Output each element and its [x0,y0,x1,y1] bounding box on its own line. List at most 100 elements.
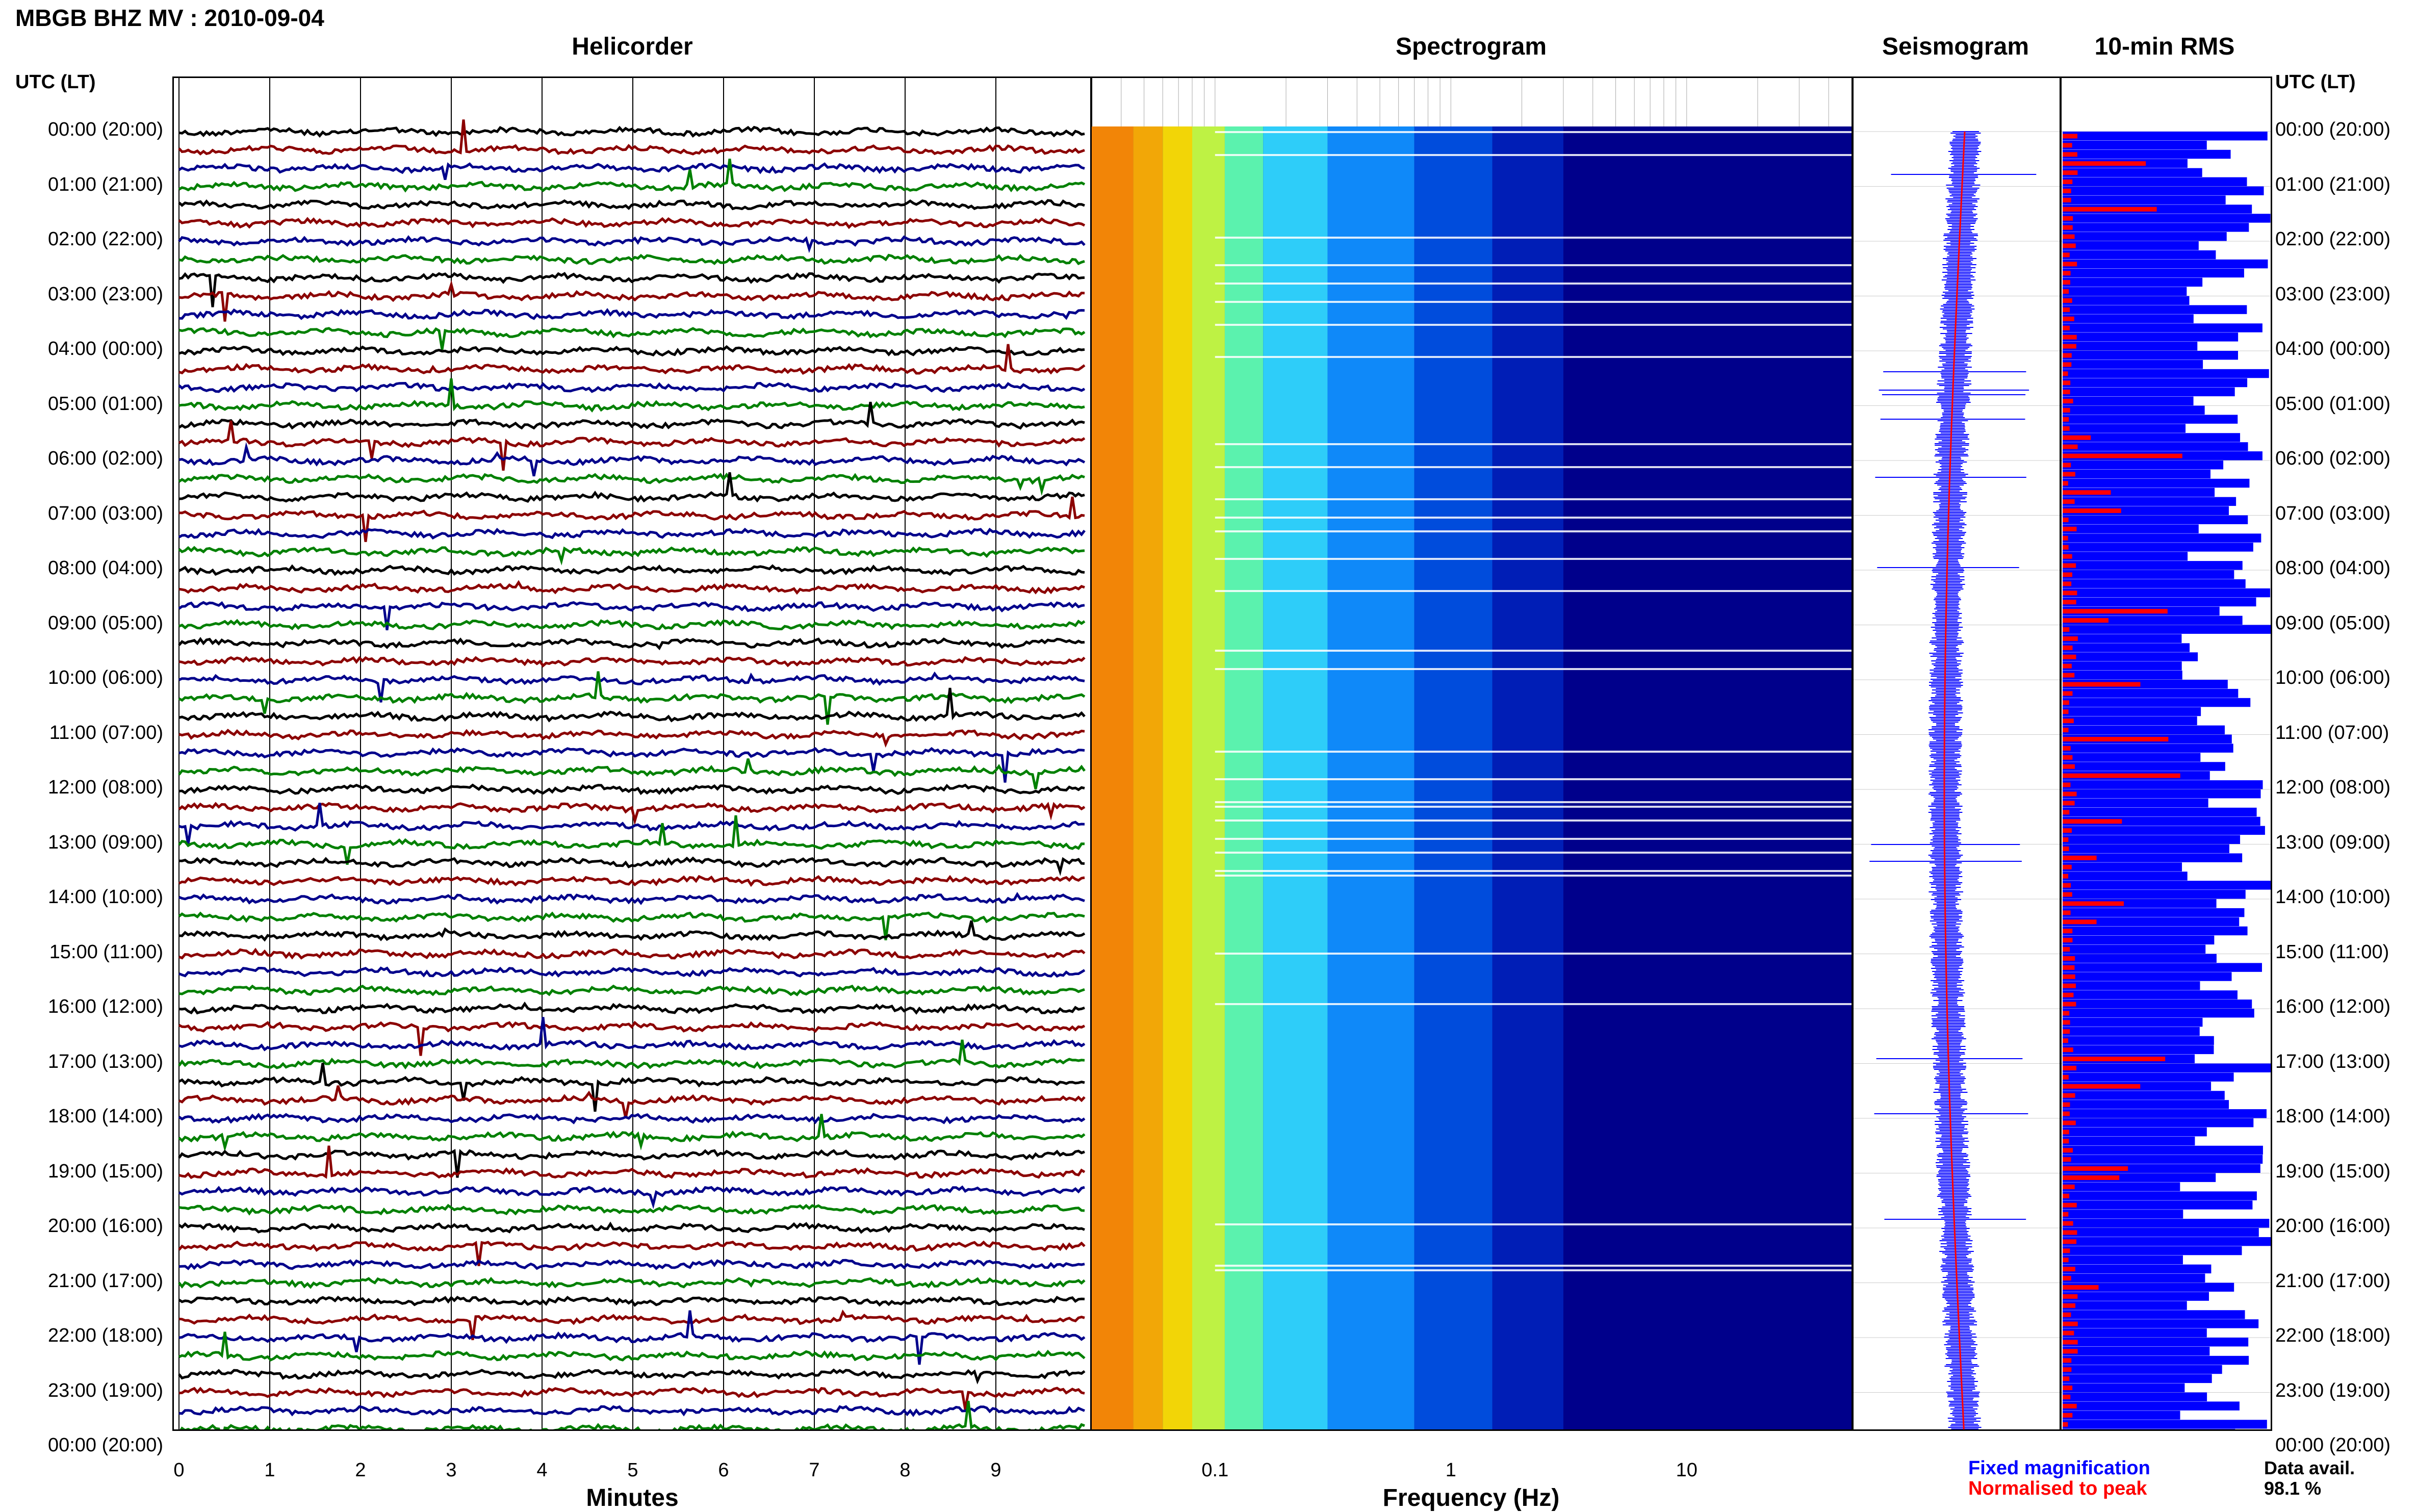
rms-normalised-bar [2063,654,2076,659]
helicorder-trace [178,802,1086,826]
helicorder-trace [178,1240,1086,1266]
rms-normalised-bar [2063,1047,2073,1053]
rms-fixed-bar [2063,588,2270,598]
helicorder-trace [178,345,1085,357]
rms-fixed-bar [2063,1100,2229,1109]
rms-normalised-bar [2063,1111,2070,1116]
rms-normalised-bar [2063,600,2076,605]
rms-fixed-bar [2063,1401,2240,1411]
seismogram-normalised-trace [1943,131,1966,1429]
helicorder-trace [178,472,1085,503]
rms-normalised-bar [2063,1340,2078,1345]
helicorder-trace [178,442,1086,477]
spectrogram-band [1327,126,1415,1429]
spectrogram-gap [1215,590,1852,592]
rms-normalised-bar [2063,974,2075,979]
rms-fixed-bar [2063,250,2216,260]
rms-normalised-bar [2063,453,2182,458]
rms-fixed-bar [2063,643,2190,652]
rms-normalised-bar [2063,1330,2074,1336]
helicorder-trace [178,1017,1086,1052]
helicorder-trace [178,199,1085,211]
time-label-left: 17:00 (13:00) [47,1050,163,1072]
rms-normalised-bar [2063,1422,2068,1427]
rms-fixed-bar [2063,305,2247,314]
time-label-left: 04:00 (00:00) [47,338,163,360]
rms-fixed-bar [2063,826,2265,835]
helicorder-x-tick: 5 [627,1459,638,1481]
helicorder-trace [178,1309,1085,1341]
time-label-right: 01:00 (21:00) [2275,173,2391,195]
rms-normalised-bar [2063,700,2069,705]
time-label-left: 20:00 (16:00) [47,1215,163,1237]
rms-fixed-bar [2063,515,2248,524]
rms-fixed-bar [2063,1283,2234,1292]
helicorder-x-tick: 8 [899,1459,911,1481]
helicorder-trace [178,564,1085,576]
time-label-left: 21:00 (17:00) [47,1270,163,1292]
rms-normalised-bar [2063,782,2071,787]
rms-fixed-bar [2063,1182,2180,1191]
rms-normalised-bar [2063,407,2070,413]
rms-normalised-bar [2063,837,2069,842]
rms-normalised-bar [2063,1166,2128,1171]
rms-normalised-bar [2063,874,2069,879]
seismogram-title: Seismogram [1882,33,2029,60]
rms-normalised-bar [2063,1130,2069,1135]
rms-fixed-bar [2063,890,2246,899]
time-label-left: 01:00 (21:00) [47,173,163,195]
time-label-right: 23:00 (19:00) [2275,1379,2391,1401]
rms-fixed-bar [2063,881,2271,890]
time-label-right: 16:00 (12:00) [2275,996,2391,1017]
time-label-left: 10:00 (06:00) [47,667,163,688]
rms-normalised-bar [2063,1011,2070,1016]
rms-fixed-bar [2063,972,2232,981]
spectrogram-gap [1215,324,1852,326]
rms-fixed-bar [2063,725,2225,734]
rms-normalised-bar [2063,1065,2077,1070]
spectrogram-gap [1215,668,1852,670]
rms-fixed-bar [2063,1127,2207,1137]
spectrogram-gap [1215,801,1852,803]
helicorder-trace [178,280,1085,322]
rms-normalised-bar [2063,910,2071,915]
helicorder-x-tick: 7 [809,1459,820,1481]
rms-normalised-bar [2063,864,2072,869]
rms-normalised-bar [2063,1276,2071,1281]
rms-fixed-bar [2063,1009,2254,1018]
rms-title: 10-min RMS [2094,33,2235,60]
rms-normalised-bar [2063,682,2141,687]
rms-fixed-bar [2063,789,2261,799]
rms-fixed-bar [2063,707,2201,716]
rms-normalised-bar [2063,335,2077,340]
rms-normalised-bar [2063,1285,2099,1290]
helicorder-trace [178,891,1085,905]
helicorder-trace [178,1387,1085,1410]
rms-fixed-bar [2063,1237,2271,1246]
time-label-right: 15:00 (11:00) [2275,941,2389,963]
rms-fixed-bar [2063,543,2253,552]
rms-normalised-bar [2063,1157,2071,1162]
rms-fixed-bar [2063,1219,2270,1228]
rms-normalised-bar [2063,901,2124,906]
helicorder-trace [178,656,1086,668]
helicorder-trace [178,159,1086,193]
rms-fixed-bar [2063,597,2256,607]
helicorder-x-tick: 0 [173,1459,185,1481]
spectrogram-gap [1215,875,1852,877]
rms-fixed-bar [2063,1383,2185,1392]
rms-fixed-bar [2063,1155,2263,1164]
rms-fixed-bar [2063,149,2231,159]
rms-normalised-bar [2063,545,2069,550]
rms-fixed-bar [2063,1273,2205,1283]
spectrogram-gap [1215,264,1852,266]
rms-normalised-bar [2063,828,2072,833]
helicorder-trace [178,1221,1085,1234]
rms-fixed-bar [2063,753,2201,762]
rms-normalised-bar [2063,764,2075,769]
helicorder-trace [178,119,1085,156]
rms-normalised-bar [2063,289,2069,294]
rms-normalised-bar [2063,490,2111,495]
helicorder-x-tick: 4 [536,1459,548,1481]
time-label-right: 00:00 (20:00) [2275,119,2391,140]
